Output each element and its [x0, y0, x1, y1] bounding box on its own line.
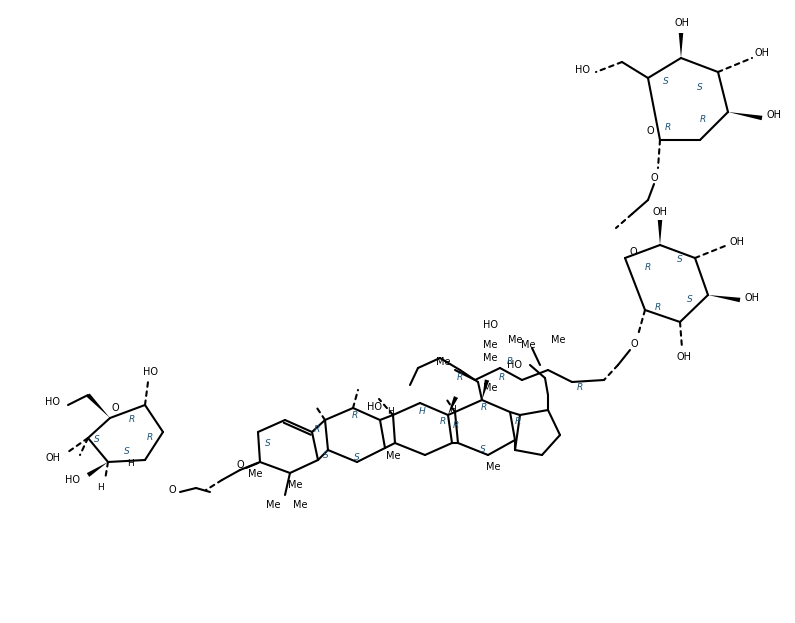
- Text: Me: Me: [486, 462, 500, 472]
- Text: R: R: [481, 404, 487, 412]
- Text: HO: HO: [142, 367, 157, 377]
- Text: R: R: [507, 358, 513, 366]
- Text: H: H: [450, 404, 456, 414]
- Text: O: O: [169, 485, 176, 495]
- Text: S: S: [354, 452, 360, 462]
- Text: S: S: [697, 83, 703, 92]
- Text: O: O: [646, 126, 653, 136]
- Text: R: R: [665, 123, 671, 133]
- Text: HO: HO: [65, 475, 80, 485]
- Text: HO: HO: [576, 65, 591, 75]
- Text: Me: Me: [483, 353, 497, 363]
- Polygon shape: [679, 33, 683, 58]
- Text: Me: Me: [483, 340, 497, 350]
- Polygon shape: [87, 462, 108, 477]
- Text: S: S: [480, 445, 486, 455]
- Polygon shape: [728, 112, 762, 120]
- Text: R: R: [645, 264, 651, 272]
- Text: S: S: [677, 255, 683, 265]
- Text: HO: HO: [367, 402, 382, 412]
- Text: Me: Me: [293, 500, 307, 510]
- Text: OH: OH: [744, 293, 759, 303]
- Text: S: S: [94, 435, 100, 444]
- Text: Me: Me: [508, 335, 522, 345]
- Text: OH: OH: [653, 207, 668, 217]
- Text: S: S: [265, 439, 271, 449]
- Text: R: R: [453, 421, 460, 429]
- Text: Me: Me: [551, 335, 565, 345]
- Text: OH: OH: [730, 237, 744, 247]
- Text: R: R: [440, 417, 446, 427]
- Text: S: S: [323, 450, 329, 460]
- Text: R: R: [515, 417, 522, 427]
- Text: R: R: [352, 412, 358, 421]
- Text: OH: OH: [45, 453, 60, 463]
- Polygon shape: [708, 295, 740, 302]
- Text: S: S: [124, 447, 130, 457]
- Text: H: H: [388, 407, 394, 417]
- Text: H: H: [126, 460, 134, 468]
- Text: R: R: [655, 303, 661, 313]
- Text: O: O: [650, 173, 657, 183]
- Text: R: R: [129, 416, 135, 424]
- Text: H: H: [419, 406, 425, 416]
- Text: OH: OH: [674, 18, 689, 28]
- Text: O: O: [111, 403, 118, 413]
- Text: OH: OH: [766, 110, 781, 120]
- Text: Me: Me: [266, 500, 281, 510]
- Text: HO: HO: [483, 320, 498, 330]
- Polygon shape: [482, 379, 489, 400]
- Text: R: R: [577, 384, 583, 392]
- Text: R: R: [457, 374, 463, 383]
- Text: S: S: [687, 295, 693, 305]
- Polygon shape: [448, 396, 458, 415]
- Text: R: R: [499, 374, 505, 383]
- Text: Me: Me: [521, 340, 535, 350]
- Polygon shape: [657, 220, 662, 245]
- Text: Me: Me: [436, 357, 450, 367]
- Text: Me: Me: [386, 451, 400, 461]
- Text: HO: HO: [506, 360, 522, 370]
- Text: Me: Me: [288, 480, 302, 490]
- Text: Me: Me: [248, 469, 262, 479]
- Text: Me: Me: [483, 383, 497, 393]
- Text: S: S: [663, 77, 669, 87]
- Text: HO: HO: [45, 397, 60, 407]
- Text: O: O: [629, 247, 637, 257]
- Text: O: O: [236, 460, 244, 470]
- Text: R: R: [700, 115, 706, 125]
- Text: R: R: [314, 426, 320, 434]
- Polygon shape: [87, 394, 110, 418]
- Text: R: R: [147, 434, 153, 442]
- Text: H: H: [97, 483, 103, 493]
- Text: OH: OH: [754, 48, 770, 58]
- Text: O: O: [630, 339, 638, 349]
- Text: OH: OH: [677, 352, 692, 362]
